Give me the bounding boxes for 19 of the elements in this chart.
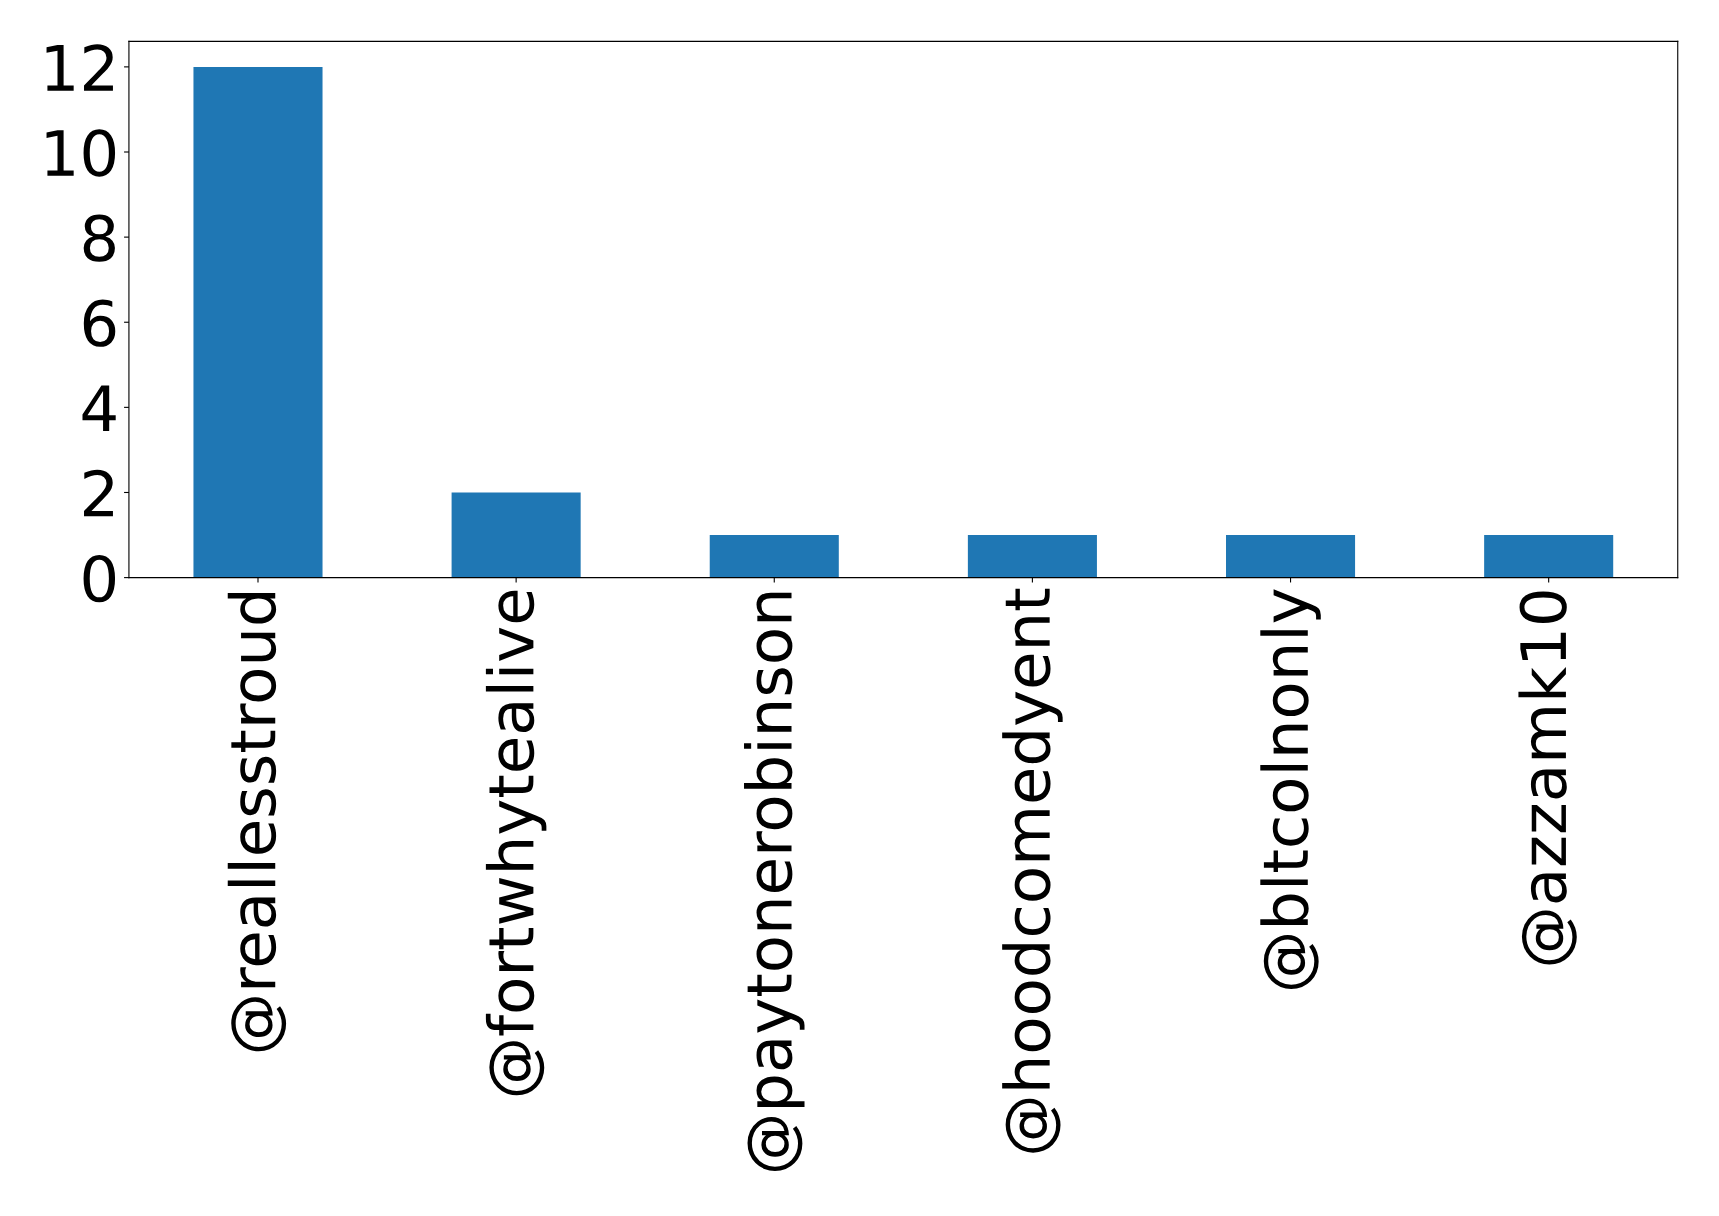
y-tick-label: 4 [82,385,116,432]
y-tick-label: 2 [84,469,113,517]
x-tick-label: @azzamk10 [1518,591,1577,965]
x-tick-label: @fortwhytealive [485,590,547,1096]
bar [1226,535,1356,578]
bar [1484,535,1614,578]
y-tick-label: 6 [83,299,116,347]
y-tick-label: 12 [46,44,113,91]
x-tick-label: @bltcolnonly [1260,589,1321,990]
x-tick-label: @reallesstroud [227,593,287,1052]
y-tick-label: 0 [83,554,116,603]
bar [967,535,1097,578]
y-tick-label: 10 [46,129,116,177]
x-tick-label: @paytonerobinson [744,592,805,1172]
bar [451,492,581,578]
y-tick-label: 8 [83,214,115,262]
bar [709,535,839,578]
bar [193,66,323,578]
x-tick-label: @hoodcomedyent [1002,588,1063,1153]
